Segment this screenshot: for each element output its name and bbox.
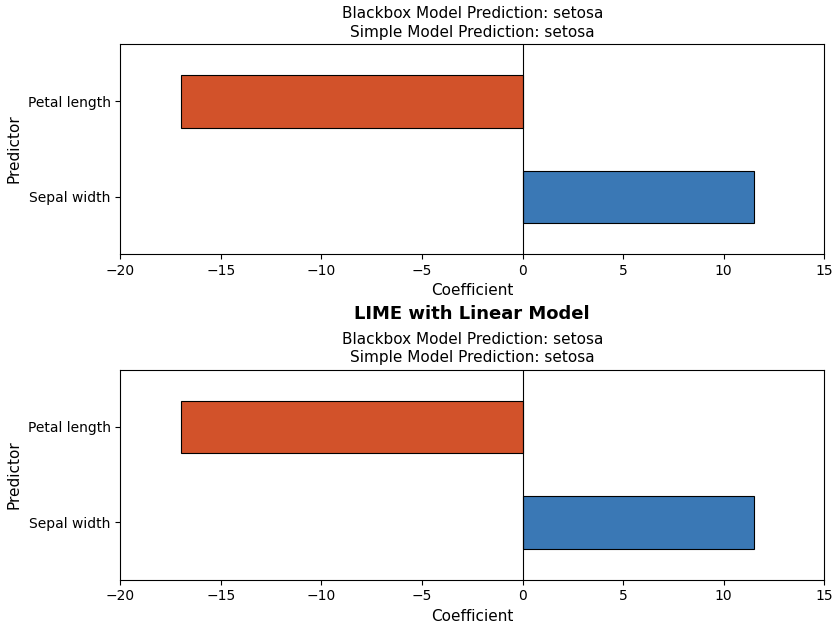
Bar <box>522 171 753 223</box>
Text: Blackbox Model Prediction: setosa: Blackbox Model Prediction: setosa <box>342 6 603 21</box>
Y-axis label: Predictor: Predictor <box>7 115 22 183</box>
Text: Blackbox Model Prediction: setosa: Blackbox Model Prediction: setosa <box>342 331 603 346</box>
Text: Simple Model Prediction: setosa: Simple Model Prediction: setosa <box>350 350 595 365</box>
Text: LIME with Linear Model: LIME with Linear Model <box>354 306 590 323</box>
X-axis label: Coefficient: Coefficient <box>431 284 513 299</box>
Y-axis label: Predictor: Predictor <box>7 440 22 509</box>
Bar <box>181 401 522 453</box>
Bar <box>522 496 753 549</box>
X-axis label: Coefficient: Coefficient <box>431 609 513 624</box>
Text: Simple Model Prediction: setosa: Simple Model Prediction: setosa <box>350 25 595 40</box>
Bar <box>181 75 522 128</box>
